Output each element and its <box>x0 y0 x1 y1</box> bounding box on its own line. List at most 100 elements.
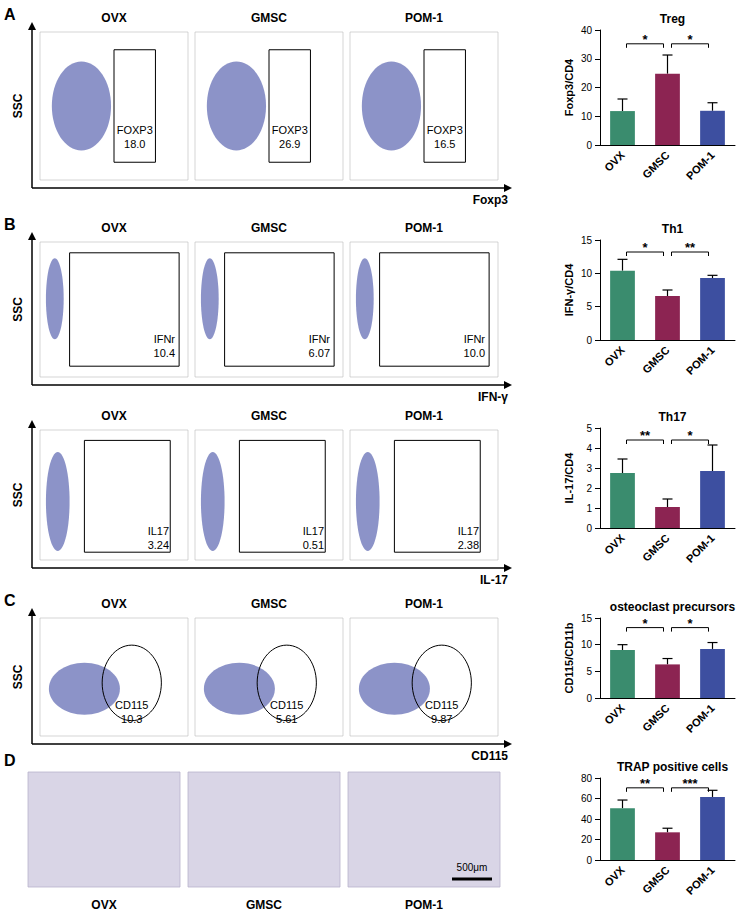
svg-text:OVX: OVX <box>602 148 627 173</box>
svg-text:OVX: OVX <box>101 221 126 235</box>
svg-text:*: * <box>687 32 693 47</box>
svg-text:Foxp3: Foxp3 <box>473 193 509 207</box>
svg-text:26.9: 26.9 <box>279 138 300 150</box>
svg-text:500μm: 500μm <box>457 862 488 873</box>
svg-text:15: 15 <box>581 235 593 246</box>
svg-text:5.61: 5.61 <box>276 713 297 725</box>
svg-text:POM-1: POM-1 <box>405 221 443 235</box>
svg-text:OVX: OVX <box>91 898 116 912</box>
svg-text:3: 3 <box>586 463 592 474</box>
svg-text:5: 5 <box>586 666 592 677</box>
svg-text:5: 5 <box>586 423 592 434</box>
svg-text:GMSC: GMSC <box>251 597 287 611</box>
svg-text:10.0: 10.0 <box>464 347 485 359</box>
svg-text:GMSC: GMSC <box>640 149 672 181</box>
svg-text:10: 10 <box>581 111 593 122</box>
svg-text:POM-1: POM-1 <box>405 597 443 611</box>
svg-text:POM-1: POM-1 <box>684 532 717 565</box>
svg-text:FOXP3: FOXP3 <box>427 124 463 136</box>
svg-text:GMSC: GMSC <box>251 409 287 423</box>
svg-text:1: 1 <box>586 503 592 514</box>
svg-text:*: * <box>642 32 648 47</box>
svg-text:**: ** <box>685 240 696 255</box>
svg-text:POM-1: POM-1 <box>684 149 717 182</box>
svg-text:C: C <box>4 592 16 609</box>
svg-text:CD115/CD11b: CD115/CD11b <box>563 622 575 693</box>
svg-text:Th1: Th1 <box>662 222 684 236</box>
svg-text:CD115: CD115 <box>471 749 508 763</box>
svg-text:0: 0 <box>586 855 592 866</box>
svg-text:40: 40 <box>581 814 593 825</box>
svg-text:60: 60 <box>581 793 593 804</box>
svg-text:**: ** <box>640 776 651 791</box>
svg-text:2: 2 <box>586 483 592 494</box>
svg-text:0: 0 <box>586 693 592 704</box>
svg-text:10: 10 <box>581 268 593 279</box>
svg-text:OVX: OVX <box>602 343 627 368</box>
svg-text:Foxp3/CD4: Foxp3/CD4 <box>563 58 575 116</box>
svg-text:10.3: 10.3 <box>121 713 142 725</box>
svg-text:POM-1: POM-1 <box>405 898 443 912</box>
svg-text:0: 0 <box>586 523 592 534</box>
svg-text:OVX: OVX <box>602 701 627 726</box>
svg-text:CD115: CD115 <box>425 699 458 711</box>
svg-text:18.0: 18.0 <box>124 138 145 150</box>
svg-text:30: 30 <box>581 53 593 64</box>
svg-text:SSC: SSC <box>11 297 25 322</box>
svg-text:OVX: OVX <box>602 531 627 556</box>
svg-text:POM-1: POM-1 <box>405 409 443 423</box>
svg-text:POM-1: POM-1 <box>684 864 717 897</box>
svg-text:5: 5 <box>586 301 592 312</box>
svg-text:10: 10 <box>581 639 593 650</box>
svg-text:POM-1: POM-1 <box>405 11 443 25</box>
svg-text:15: 15 <box>581 613 593 624</box>
svg-text:POM-1: POM-1 <box>684 344 717 377</box>
svg-text:20: 20 <box>581 82 593 93</box>
svg-text:B: B <box>4 216 16 233</box>
svg-text:4: 4 <box>586 443 592 454</box>
svg-text:GMSC: GMSC <box>251 11 287 25</box>
svg-text:OVX: OVX <box>101 597 126 611</box>
svg-text:0: 0 <box>586 335 592 346</box>
svg-text:*: * <box>687 428 693 443</box>
svg-text:OVX: OVX <box>101 11 126 25</box>
svg-text:IL-17/CD4: IL-17/CD4 <box>563 452 575 504</box>
svg-text:IL17: IL17 <box>458 525 479 537</box>
svg-text:GMSC: GMSC <box>640 344 672 376</box>
svg-text:D: D <box>4 752 16 769</box>
svg-text:A: A <box>4 6 16 23</box>
svg-text:Th17: Th17 <box>658 410 686 424</box>
svg-text:IFNr: IFNr <box>154 333 176 345</box>
svg-text:GMSC: GMSC <box>640 532 672 564</box>
svg-text:IL17: IL17 <box>303 525 324 537</box>
svg-text:9.87: 9.87 <box>431 713 452 725</box>
svg-text:*: * <box>687 616 693 631</box>
svg-text:IFNr: IFNr <box>464 333 486 345</box>
svg-text:3.24: 3.24 <box>148 539 169 551</box>
svg-text:***: *** <box>682 776 698 791</box>
svg-text:osteoclast precursors: osteoclast precursors <box>610 600 736 614</box>
svg-text:SSC: SSC <box>11 664 25 689</box>
svg-text:GMSC: GMSC <box>640 864 672 896</box>
svg-text:0.51: 0.51 <box>303 539 324 551</box>
svg-text:CD115: CD115 <box>115 699 148 711</box>
svg-text:IL-17: IL-17 <box>480 573 508 587</box>
svg-text:*: * <box>642 240 648 255</box>
svg-text:TRAP positive cells: TRAP positive cells <box>617 760 728 774</box>
svg-text:6.07: 6.07 <box>309 347 330 359</box>
svg-text:OVX: OVX <box>602 863 627 888</box>
svg-text:80: 80 <box>581 773 593 784</box>
svg-text:*: * <box>642 616 648 631</box>
svg-text:0: 0 <box>586 140 592 151</box>
svg-text:GMSC: GMSC <box>640 702 672 734</box>
svg-text:GMSC: GMSC <box>246 898 282 912</box>
svg-text:IFNr: IFNr <box>309 333 331 345</box>
svg-text:16.5: 16.5 <box>434 138 455 150</box>
svg-text:FOXP3: FOXP3 <box>272 124 308 136</box>
svg-text:GMSC: GMSC <box>251 221 287 235</box>
svg-text:2.38: 2.38 <box>458 539 479 551</box>
svg-text:POM-1: POM-1 <box>684 702 717 735</box>
svg-text:OVX: OVX <box>101 409 126 423</box>
svg-text:20: 20 <box>581 834 593 845</box>
svg-text:SSC: SSC <box>11 93 25 118</box>
